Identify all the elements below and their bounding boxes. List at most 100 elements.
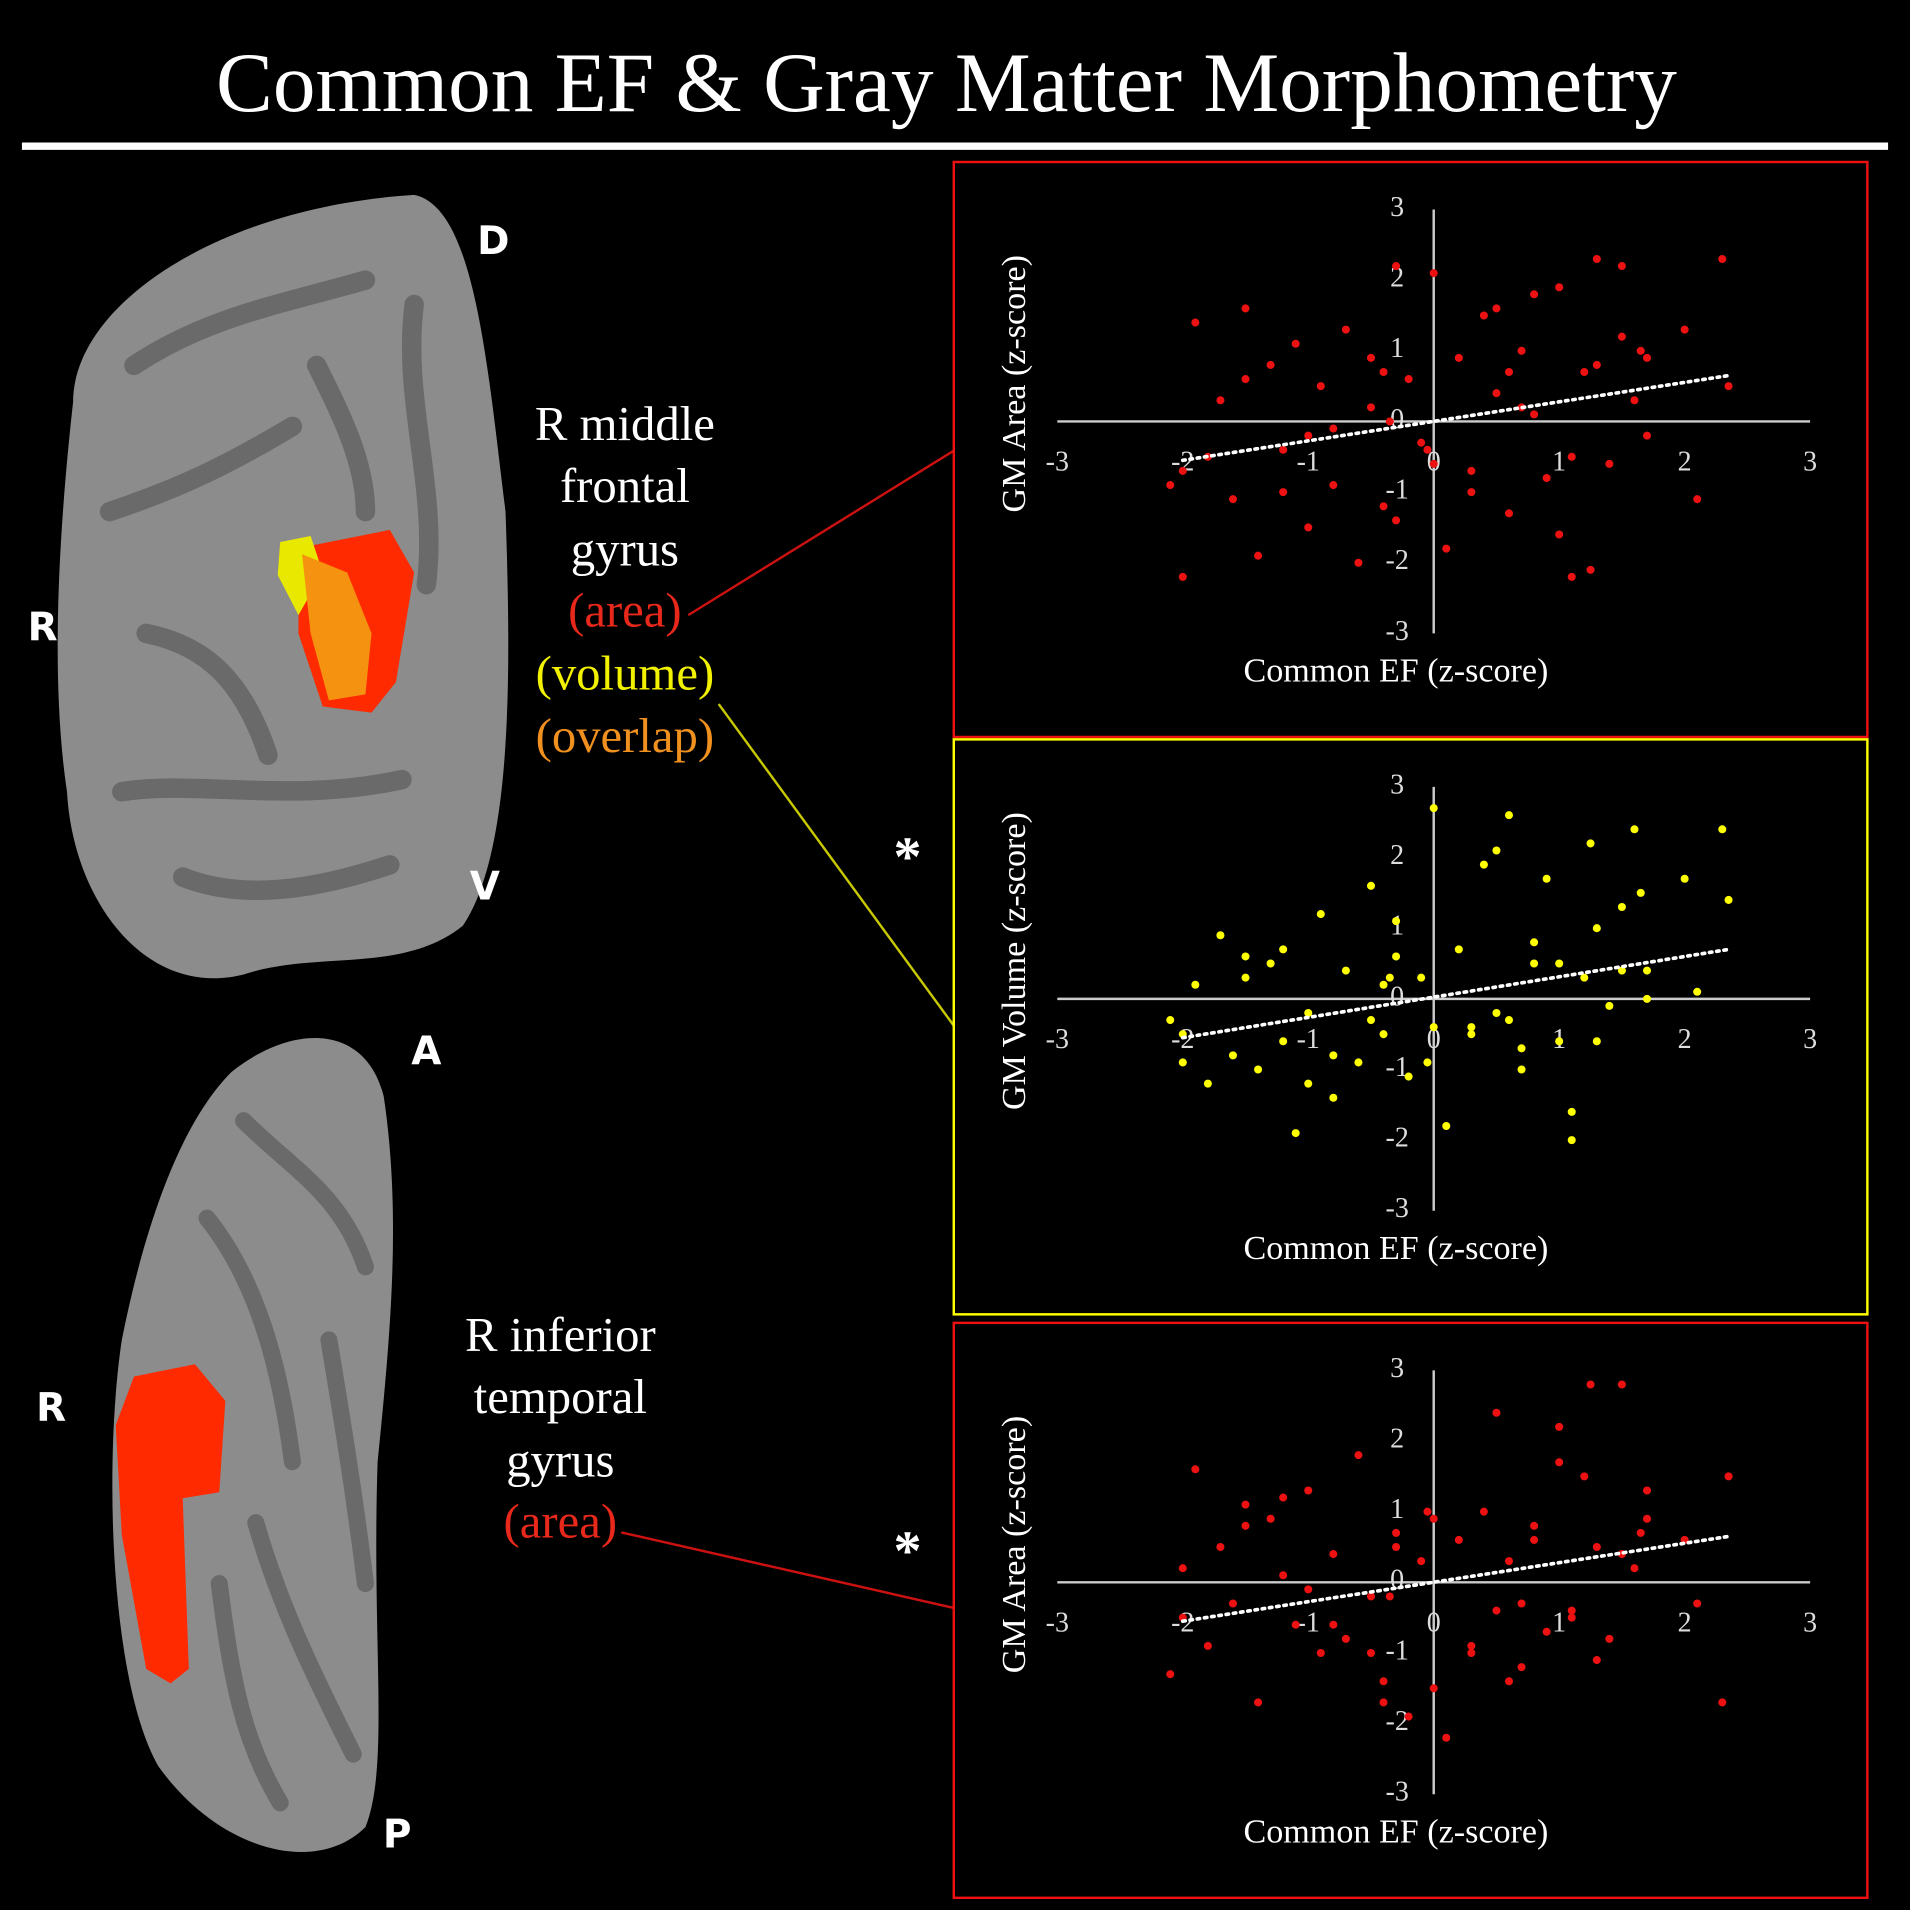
data-point bbox=[1203, 1641, 1212, 1650]
connector bbox=[717, 703, 955, 1027]
x-tick-label: 0 bbox=[1427, 1607, 1441, 1638]
data-point bbox=[1504, 367, 1514, 377]
data-point bbox=[1279, 1571, 1288, 1580]
x-axis-title: Common EF (z-score) bbox=[1244, 1813, 1549, 1850]
data-point bbox=[1241, 375, 1250, 384]
data-point bbox=[1385, 1592, 1394, 1601]
data-point bbox=[1228, 1051, 1237, 1060]
x-tick-label: 3 bbox=[1803, 1024, 1817, 1055]
data-point bbox=[1404, 1712, 1413, 1721]
data-point bbox=[1718, 1698, 1727, 1707]
data-point bbox=[1429, 459, 1438, 468]
data-point bbox=[1693, 1599, 1702, 1608]
y-tick-label: 1 bbox=[1390, 333, 1404, 364]
data-point bbox=[1429, 1514, 1438, 1523]
data-point bbox=[1555, 1422, 1564, 1431]
data-point bbox=[1479, 311, 1488, 320]
data-point bbox=[1329, 1093, 1338, 1102]
x-tick-label: 1 bbox=[1552, 1607, 1566, 1638]
data-point bbox=[1329, 1550, 1338, 1559]
data-point bbox=[1467, 488, 1476, 497]
data-point bbox=[1291, 339, 1300, 348]
data-point bbox=[1379, 1698, 1388, 1707]
measure-label: (area) bbox=[568, 583, 682, 637]
data-point bbox=[1605, 459, 1614, 468]
data-point bbox=[1642, 1486, 1652, 1495]
data-point bbox=[1504, 1016, 1514, 1025]
data-point bbox=[1467, 1641, 1476, 1650]
data-point bbox=[1517, 346, 1526, 355]
data-point bbox=[1366, 1592, 1376, 1601]
orientation-label: A bbox=[411, 1029, 441, 1074]
x-tick-label: 2 bbox=[1678, 1024, 1692, 1055]
data-point bbox=[1241, 973, 1250, 982]
data-point bbox=[1304, 1486, 1313, 1495]
data-point bbox=[1341, 325, 1350, 334]
data-point bbox=[1304, 431, 1313, 440]
y-axis-title: GM Area (z-score) bbox=[996, 1416, 1033, 1673]
data-point bbox=[1329, 424, 1338, 433]
y-tick-label: 2 bbox=[1390, 1423, 1404, 1454]
y-tick-label: 1 bbox=[1390, 1494, 1404, 1525]
data-point bbox=[1316, 1648, 1325, 1657]
region-label: R inferior bbox=[465, 1308, 656, 1362]
data-point bbox=[1316, 382, 1325, 391]
y-tick-label: -3 bbox=[1386, 616, 1409, 647]
orientation-label: P bbox=[383, 1812, 412, 1857]
data-point bbox=[1385, 417, 1394, 426]
data-point bbox=[1291, 1129, 1300, 1138]
data-point bbox=[1279, 1493, 1288, 1502]
data-point bbox=[1530, 290, 1539, 299]
data-point bbox=[1166, 1670, 1175, 1679]
data-point bbox=[1592, 1656, 1601, 1665]
data-point bbox=[1354, 1058, 1363, 1067]
data-point bbox=[1492, 1606, 1501, 1615]
data-point bbox=[1254, 1065, 1263, 1074]
data-point bbox=[1429, 804, 1438, 813]
data-point bbox=[1642, 431, 1652, 440]
data-point bbox=[1216, 931, 1225, 940]
data-point bbox=[1636, 346, 1645, 355]
x-axis-title: Common EF (z-score) bbox=[1244, 1230, 1549, 1267]
y-tick-label: 0 bbox=[1390, 981, 1404, 1012]
trend-line bbox=[1180, 947, 1731, 1040]
data-point bbox=[1467, 1023, 1476, 1032]
data-point bbox=[1530, 1535, 1539, 1544]
data-point bbox=[1542, 874, 1551, 883]
data-point bbox=[1241, 952, 1250, 961]
data-point bbox=[1605, 1001, 1614, 1010]
data-point bbox=[1429, 1023, 1438, 1032]
data-point bbox=[1366, 1648, 1376, 1657]
brain-bottom bbox=[112, 1037, 394, 1853]
data-point bbox=[1718, 254, 1727, 263]
data-point bbox=[1417, 1557, 1426, 1566]
data-point bbox=[1417, 973, 1426, 982]
figure-title: Common EF & Gray Matter Morphometry bbox=[216, 36, 1677, 130]
connector bbox=[620, 1531, 955, 1610]
data-point bbox=[1191, 1465, 1200, 1474]
data-point bbox=[1279, 445, 1288, 454]
data-point bbox=[1379, 1030, 1388, 1039]
data-point bbox=[1605, 1634, 1614, 1643]
data-point bbox=[1279, 945, 1288, 954]
data-point bbox=[1586, 839, 1595, 848]
data-point bbox=[1429, 1684, 1438, 1693]
data-point bbox=[1580, 1472, 1589, 1481]
data-point bbox=[1385, 973, 1394, 982]
data-point bbox=[1492, 1008, 1501, 1018]
data-point bbox=[1423, 1507, 1432, 1516]
data-point bbox=[1517, 1044, 1526, 1053]
orientation-label: V bbox=[470, 865, 500, 910]
data-point bbox=[1630, 1564, 1639, 1573]
y-tick-label: 2 bbox=[1390, 840, 1404, 871]
data-point bbox=[1517, 1663, 1526, 1672]
region-label: gyrus bbox=[571, 522, 679, 576]
data-point bbox=[1718, 825, 1727, 834]
data-point bbox=[1555, 1037, 1564, 1046]
trend-line bbox=[1180, 373, 1731, 463]
data-point bbox=[1517, 1599, 1526, 1608]
orientation-label: R bbox=[28, 605, 58, 650]
